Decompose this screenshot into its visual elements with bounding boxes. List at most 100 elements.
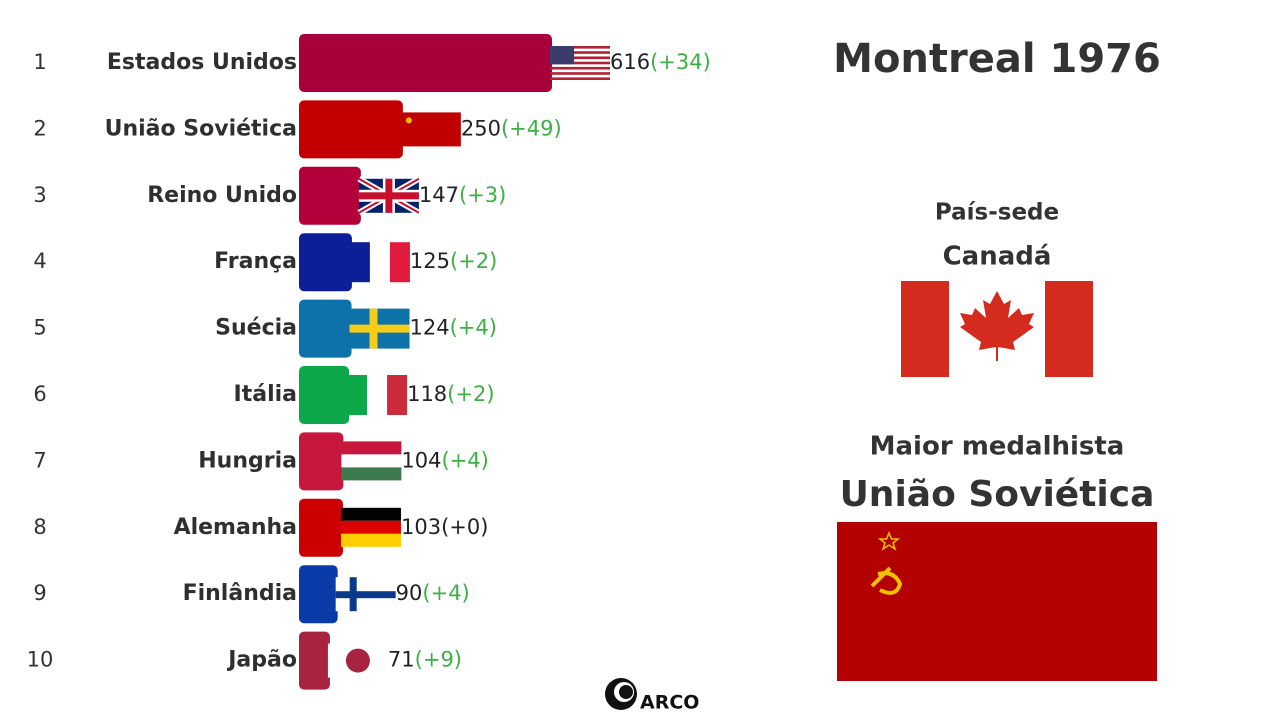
country-label: Alemanha (174, 515, 297, 540)
country-label: Estados Unidos (107, 50, 297, 75)
host-label: País-sede (935, 200, 1059, 226)
flag-part (389, 242, 410, 283)
flag-part (550, 66, 610, 70)
flag-part (349, 324, 410, 333)
value: 616 (610, 50, 650, 74)
rank: 10 (27, 648, 54, 672)
value-label: 71(+9) (388, 648, 462, 672)
rank: 6 (33, 382, 46, 406)
flag (550, 46, 610, 80)
flag (349, 242, 410, 283)
flag-part (341, 441, 402, 455)
top-name: União Soviética (840, 474, 1155, 515)
flag-part (550, 72, 610, 75)
flag (347, 375, 408, 415)
bar (299, 565, 338, 624)
value: 90 (396, 581, 423, 605)
flag (357, 176, 421, 216)
value: 71 (388, 648, 415, 672)
top-label: Maior medalhista (870, 432, 1125, 462)
flag-part (367, 375, 388, 415)
flag (327, 643, 388, 678)
canada-flag (901, 281, 1093, 377)
value-label: 616(+34) (610, 50, 711, 74)
flag-part (385, 178, 393, 213)
change: (+4) (422, 581, 469, 605)
ussr-flag (837, 522, 1157, 681)
flag-part (345, 648, 370, 673)
flag-part (341, 467, 402, 481)
country-label: Japão (226, 648, 297, 673)
bar (299, 432, 344, 491)
value-label: 125(+2) (410, 249, 497, 273)
flag-part (349, 242, 370, 283)
flag-part (550, 46, 610, 49)
value: 250 (461, 116, 501, 140)
flag-part (369, 308, 378, 349)
country-label: Reino Unido (147, 183, 297, 208)
flag-part (349, 577, 357, 612)
logo: ARCO (605, 678, 699, 714)
bar (299, 100, 403, 159)
rank: 1 (33, 50, 46, 74)
value: 118 (407, 382, 447, 406)
change: (+9) (415, 648, 462, 672)
rank: 2 (33, 116, 46, 140)
change: (+2) (447, 382, 494, 406)
change: (+4) (450, 316, 497, 340)
bar (299, 366, 350, 424)
rank: 3 (33, 183, 46, 207)
rank: 4 (33, 249, 46, 273)
flag-part (550, 51, 610, 54)
change: (+0) (441, 515, 488, 539)
change: (+49) (501, 116, 562, 140)
change: (+34) (650, 50, 711, 74)
flag (340, 507, 401, 547)
value: 147 (419, 183, 459, 207)
host-name: Canadá (943, 242, 1052, 272)
country-label: França (214, 249, 297, 274)
flag (349, 308, 410, 349)
flag-part (335, 591, 396, 599)
flag-part (369, 242, 390, 283)
bar (299, 631, 330, 690)
flag-part (341, 454, 402, 468)
chart-title: Montreal 1976 (833, 36, 1161, 82)
flag-part (405, 117, 412, 124)
flag-part (387, 375, 408, 415)
value-label: 250(+49) (461, 116, 562, 140)
change: (+4) (441, 448, 488, 472)
flag-part (340, 533, 401, 547)
flag (400, 112, 461, 147)
value-label: 147(+3) (419, 183, 506, 207)
rank: 7 (33, 448, 46, 472)
country-label: Finlândia (183, 581, 297, 606)
flag-part (550, 61, 610, 65)
value-label: 90(+4) (396, 581, 470, 605)
country-label: Suécia (215, 316, 297, 341)
bar (299, 498, 343, 557)
flag-part (550, 77, 610, 80)
flag-part (340, 520, 401, 534)
flag-part (340, 507, 401, 521)
value-label: 124(+4) (410, 316, 497, 340)
bar (299, 299, 352, 358)
flag-part (347, 375, 368, 415)
value: 103 (401, 515, 441, 539)
country-label: Itália (234, 382, 297, 407)
country-label: Hungria (198, 448, 297, 473)
bar (299, 233, 352, 292)
country-label: União Soviética (105, 116, 297, 141)
value: 125 (410, 249, 450, 273)
change: (+2) (450, 249, 497, 273)
rank: 5 (33, 316, 46, 340)
change: (+3) (459, 183, 506, 207)
value-label: 103(+0) (401, 515, 488, 539)
flag-part (550, 56, 610, 60)
value: 104 (401, 448, 441, 472)
value: 124 (410, 316, 450, 340)
flag-part (400, 112, 461, 147)
flag (341, 441, 402, 481)
